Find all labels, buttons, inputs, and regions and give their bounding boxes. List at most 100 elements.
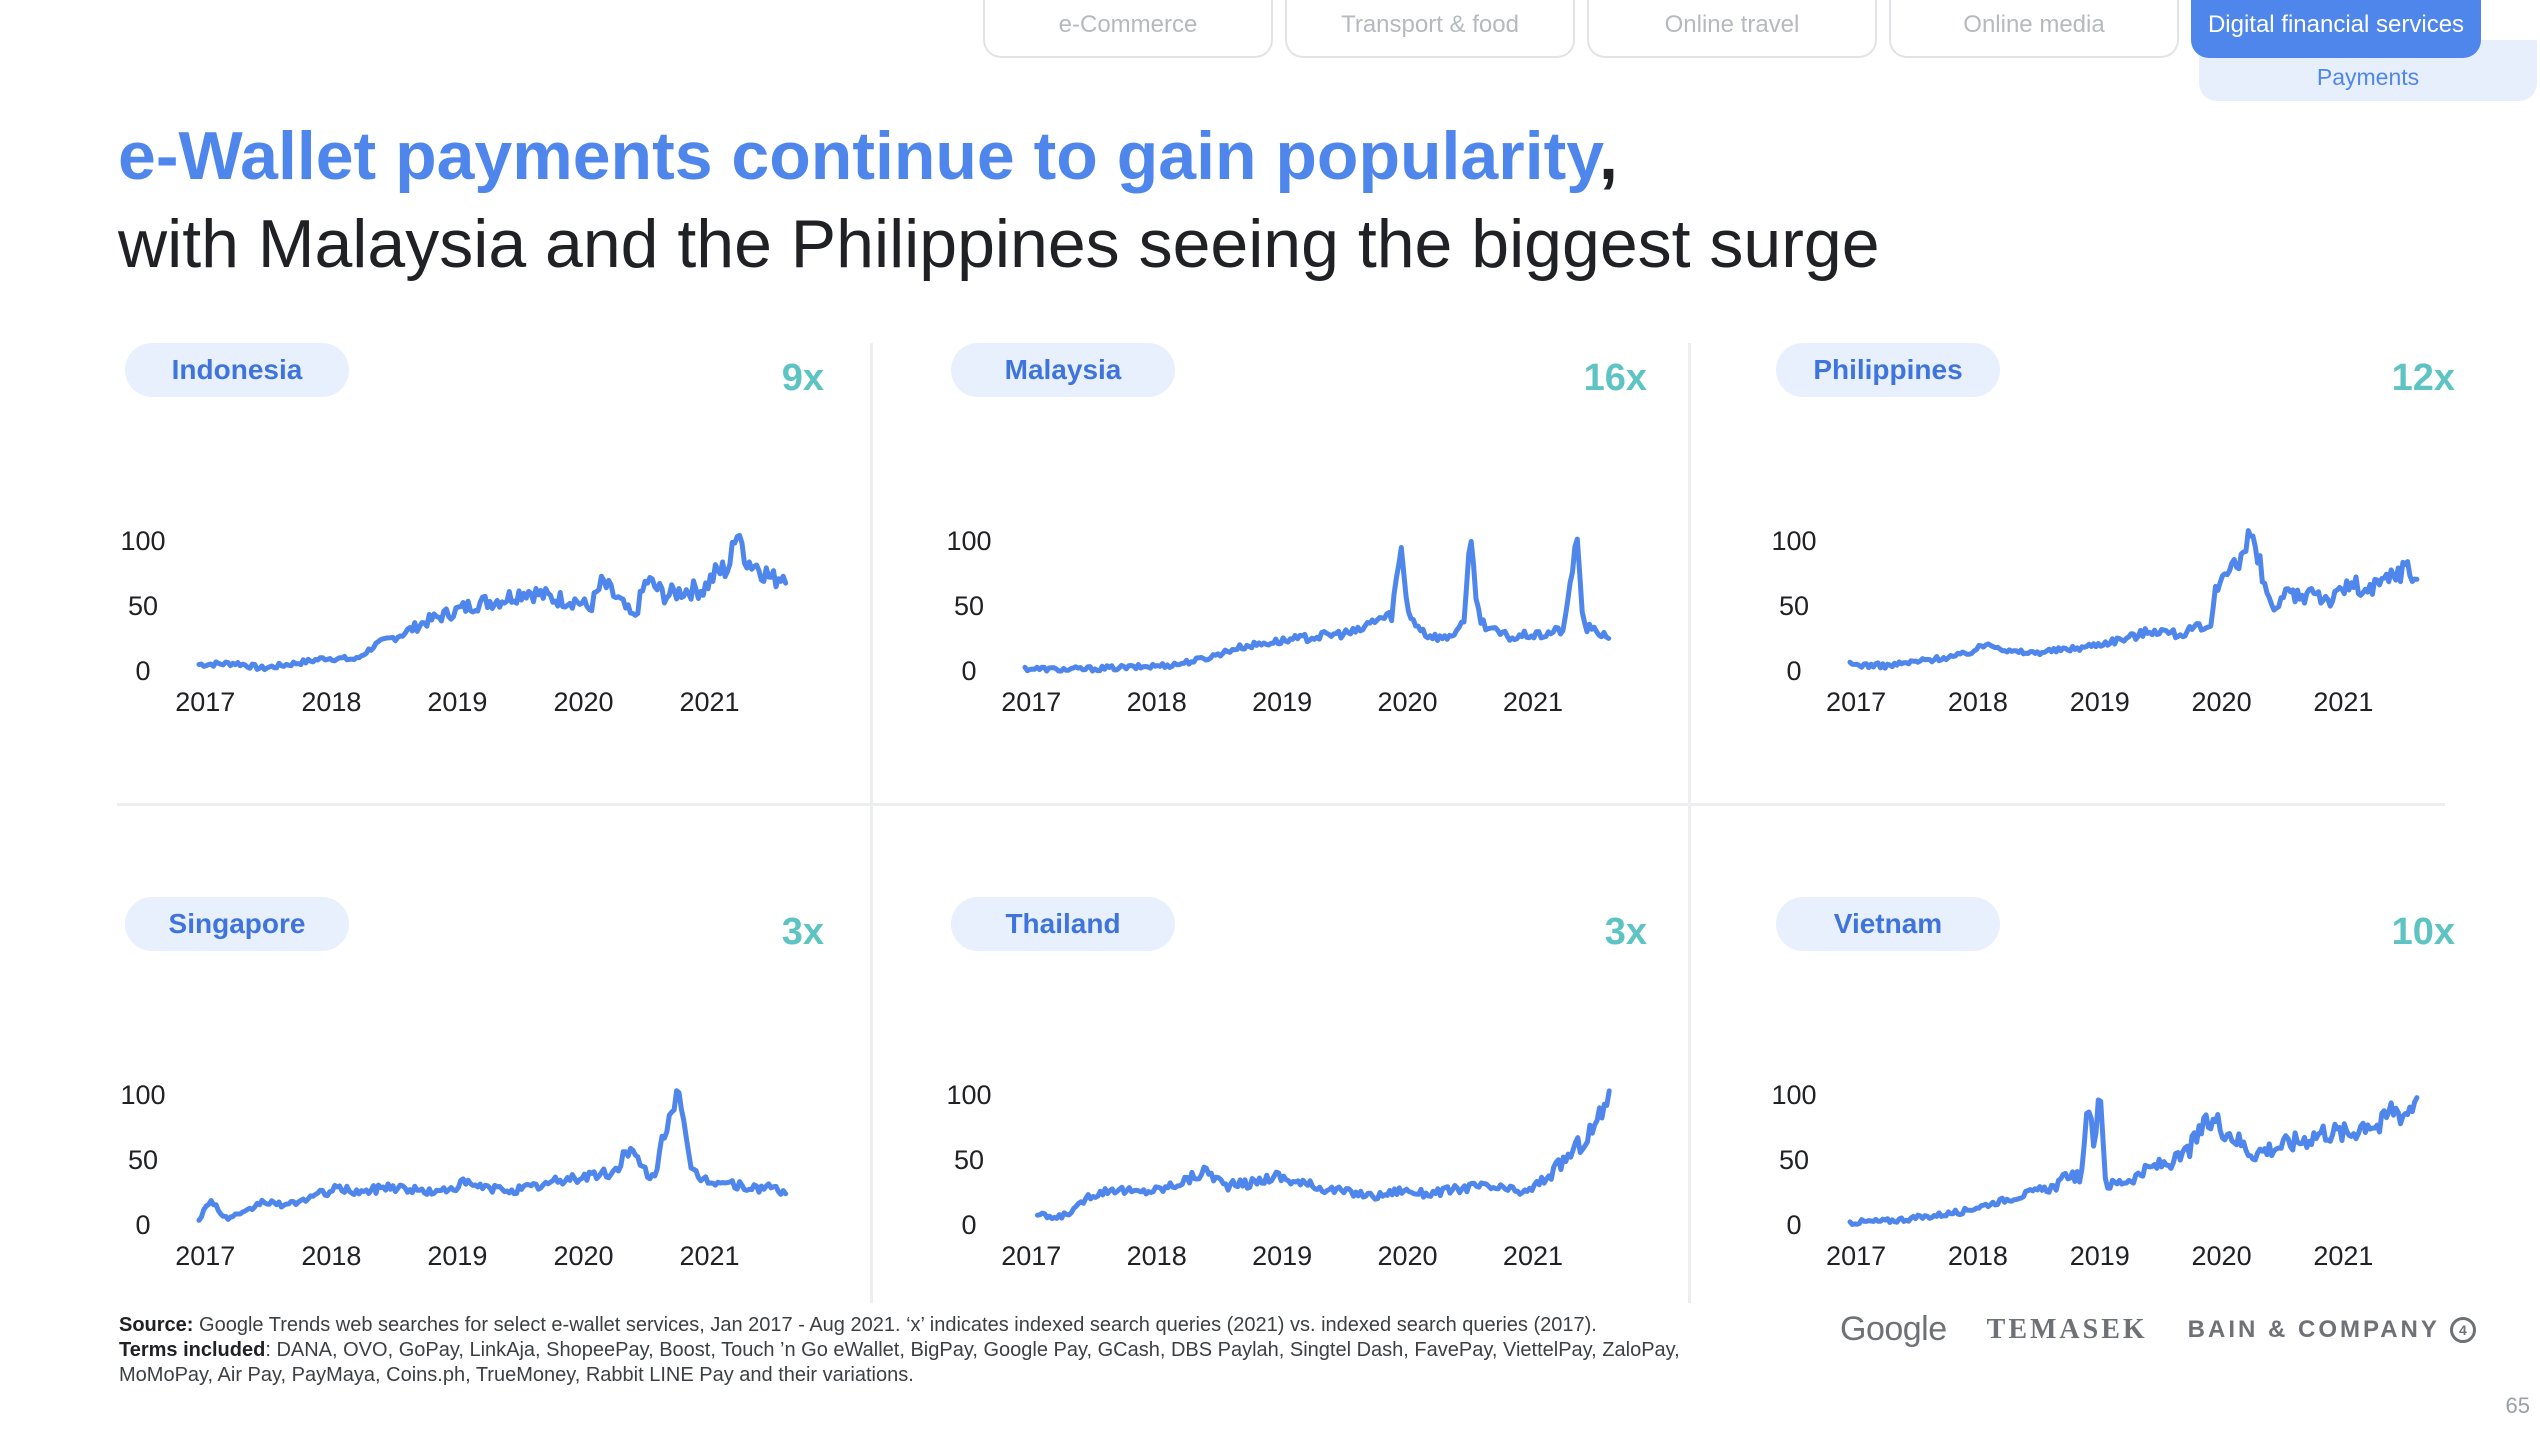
y-tick-label: 0 (1786, 656, 1801, 686)
chart-panel-malaysia: Malaysia 16x 0 50 100 2017 2018 2019 2020 2021 (945, 343, 1647, 803)
country-label: Malaysia (951, 343, 1175, 397)
y-tick-label: 0 (135, 1210, 150, 1240)
line-chart: 0 50 100 2017 2018 2019 2020 2021 (946, 526, 1612, 717)
google-logo: Google (1840, 1310, 1947, 1348)
series-line (1847, 1095, 2420, 1227)
growth-multiplier: 9x (781, 357, 824, 399)
y-tick-label: 0 (961, 656, 976, 686)
y-tick-label: 50 (954, 1145, 984, 1175)
series-line (1022, 536, 1612, 674)
country-label: Philippines (1776, 343, 2000, 397)
tab-digital-financial-services[interactable]: Digital financial services (2191, 0, 2481, 58)
x-tick-label: 2019 (2070, 1241, 2130, 1271)
growth-multiplier: 3x (1604, 911, 1647, 953)
x-tick-label: 2021 (2313, 687, 2373, 717)
x-tick-label: 2020 (2192, 687, 2252, 717)
x-tick-label: 2019 (2070, 687, 2130, 717)
x-tick-label: 2017 (1826, 1241, 1886, 1271)
tab-online-travel[interactable]: Online travel (1587, 0, 1877, 58)
terms-label: Terms included (119, 1339, 266, 1361)
line-chart: 0 50 100 2017 2018 2019 2020 2021 (120, 526, 789, 717)
series-line (1847, 528, 2420, 671)
line-chart: 0 50 100 2017 2018 2019 2020 2021 (1771, 526, 2420, 717)
country-label: Thailand (951, 897, 1175, 951)
x-tick-label: 2019 (1252, 687, 1312, 717)
growth-multiplier: 16x (1583, 357, 1647, 399)
tab-online-media[interactable]: Online media (1889, 0, 2179, 58)
y-tick-label: 100 (946, 526, 991, 556)
x-tick-label: 2018 (1127, 1241, 1187, 1271)
growth-multiplier: 3x (781, 911, 824, 953)
x-tick-label: 2021 (2313, 1241, 2373, 1271)
page-number: 65 (2505, 1393, 2530, 1418)
x-tick-label: 2018 (1948, 687, 2008, 717)
y-tick-label: 100 (120, 1080, 165, 1110)
line-chart: 0 50 100 2017 2018 2019 2020 2021 (946, 1080, 1612, 1271)
y-tick-label: 50 (128, 1145, 158, 1175)
x-tick-label: 2021 (1503, 687, 1563, 717)
country-label: Indonesia (125, 343, 349, 397)
chart-panel-philippines: Philippines 12x 0 50 100 2017 2018 2019 2020 20… (1770, 343, 2455, 803)
y-tick-label: 100 (1771, 1080, 1816, 1110)
x-tick-label: 2017 (1001, 1241, 1061, 1271)
temasek-logo: TEMASEK (1986, 1313, 2148, 1345)
x-tick-label: 2020 (553, 687, 613, 717)
x-tick-label: 2020 (553, 1241, 613, 1271)
y-tick-label: 100 (120, 526, 165, 556)
title-subline: with Malaysia and the Philippines seeing… (118, 206, 1880, 282)
y-tick-label: 50 (1779, 1145, 1809, 1175)
y-tick-label: 50 (128, 591, 158, 621)
x-tick-label: 2020 (1378, 687, 1438, 717)
x-tick-label: 2020 (2192, 1241, 2252, 1271)
x-tick-label: 2017 (1826, 687, 1886, 717)
line-chart: 0 50 100 2017 2018 2019 2020 2021 (1771, 1080, 2420, 1271)
bain-logo-text: BAIN & COMPANY (2187, 1315, 2440, 1343)
series-line (1035, 1088, 1612, 1222)
x-tick-label: 2019 (427, 687, 487, 717)
chart-panel-indonesia: Indonesia 9x 0 50 100 2017 2018 2019 2020 2021 (119, 343, 824, 803)
tab-transport-food[interactable]: Transport & food (1285, 0, 1575, 58)
growth-multiplier: 10x (2391, 911, 2455, 953)
x-tick-label: 2018 (301, 1241, 361, 1271)
x-tick-label: 2019 (1252, 1241, 1312, 1271)
y-tick-label: 100 (946, 1080, 991, 1110)
x-tick-label: 2021 (1503, 1241, 1563, 1271)
country-label: Singapore (125, 897, 349, 951)
bain-logo: BAIN & COMPANY 4 (2188, 1316, 2476, 1344)
terms-text: : DANA, OVO, GoPay, LinkAja, ShopeePay, … (119, 1339, 1680, 1386)
series-line (196, 1088, 789, 1223)
grid-divider-vertical-1 (870, 343, 873, 1303)
bain-mark-icon: 4 (2449, 1316, 2476, 1343)
partner-logos: Google TEMASEK BAIN & COMPANY 4 (1840, 1310, 2476, 1349)
growth-multiplier: 12x (2391, 357, 2455, 399)
title-highlight: e-Wallet payments continue to gain popul… (118, 118, 1600, 194)
series-line (196, 532, 789, 673)
tab-e-commerce[interactable]: e-Commerce (983, 0, 1273, 58)
source-text: Google Trends web searches for select e-… (193, 1314, 1597, 1336)
x-tick-label: 2021 (680, 687, 740, 717)
y-tick-label: 100 (1771, 526, 1816, 556)
chart-panel-singapore: Singapore 3x 0 50 100 2017 2018 2019 2020 2021 (119, 897, 824, 1357)
x-tick-label: 2018 (1948, 1241, 2008, 1271)
x-tick-label: 2017 (1001, 687, 1061, 717)
title-comma: , (1599, 118, 1618, 194)
y-tick-label: 50 (954, 591, 984, 621)
y-tick-label: 50 (1779, 591, 1809, 621)
x-tick-label: 2017 (175, 687, 235, 717)
section-tabs: e-Commerce Transport & food Online trave… (983, 0, 2481, 58)
x-tick-label: 2018 (301, 687, 361, 717)
y-tick-label: 0 (135, 656, 150, 686)
x-tick-label: 2021 (680, 1241, 740, 1271)
grid-divider-vertical-2 (1688, 343, 1691, 1303)
grid-divider-horizontal (117, 803, 2445, 806)
country-label: Vietnam (1776, 897, 2000, 951)
chart-panel-thailand: Thailand 3x 0 50 100 2017 2018 2019 2020 2021 (945, 897, 1647, 1357)
source-label: Source: (119, 1314, 194, 1336)
x-tick-label: 2020 (1378, 1241, 1438, 1271)
x-tick-label: 2019 (427, 1241, 487, 1271)
chart-panel-vietnam: Vietnam 10x 0 50 100 2017 2018 2019 2020 2021 (1770, 897, 2455, 1357)
line-chart: 0 50 100 2017 2018 2019 2020 2021 (120, 1080, 789, 1271)
x-tick-label: 2017 (175, 1241, 235, 1271)
footnote: Source: Google Trends web searches for s… (119, 1313, 1779, 1388)
